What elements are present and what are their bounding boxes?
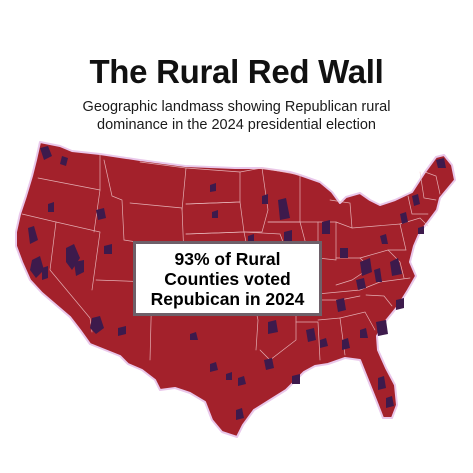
democratic-county xyxy=(322,220,330,234)
democratic-counties xyxy=(28,146,446,420)
democratic-county xyxy=(378,376,386,390)
democratic-county xyxy=(210,362,218,372)
democratic-county xyxy=(74,260,84,276)
democratic-county xyxy=(320,338,328,348)
democratic-county xyxy=(226,372,232,380)
democratic-county xyxy=(42,266,48,280)
democratic-county xyxy=(342,338,350,350)
democratic-county xyxy=(278,198,290,220)
democratic-county xyxy=(418,226,424,234)
democratic-county xyxy=(210,183,216,192)
democratic-county xyxy=(360,258,372,276)
democratic-county xyxy=(190,332,198,340)
democratic-county xyxy=(236,408,244,420)
democratic-county xyxy=(356,278,366,290)
democratic-county xyxy=(436,158,446,168)
callout-line-1: 93% of Rural xyxy=(174,248,281,269)
democratic-county xyxy=(376,320,388,336)
stat-callout: 93% of Rural Counties voted Repubican in… xyxy=(133,241,322,316)
democratic-county xyxy=(336,298,346,312)
subtitle-line-1: Geographic landmass showing Republican r… xyxy=(82,99,391,115)
democratic-county xyxy=(118,326,126,336)
democratic-county xyxy=(284,230,292,242)
democratic-county xyxy=(340,248,348,258)
democratic-county xyxy=(248,234,254,242)
democratic-county xyxy=(30,256,44,278)
subtitle-line-2: dominance in the 2024 presidential elect… xyxy=(97,117,376,133)
democratic-county xyxy=(374,268,382,282)
democratic-county xyxy=(400,212,408,224)
democratic-county xyxy=(386,396,394,408)
map-subtitle: Geographic landmass showing Republican r… xyxy=(0,98,473,134)
democratic-county xyxy=(212,210,218,218)
democratic-county xyxy=(60,156,68,166)
democratic-county xyxy=(380,234,388,244)
democratic-county xyxy=(48,202,54,212)
map-title: The Rural Red Wall xyxy=(89,53,384,90)
democratic-county xyxy=(390,258,402,276)
democratic-county xyxy=(306,328,316,342)
democratic-county xyxy=(104,244,112,254)
democratic-county xyxy=(90,316,104,334)
democratic-county xyxy=(264,358,274,370)
democratic-county xyxy=(28,226,38,244)
democratic-county xyxy=(292,374,300,384)
callout-line-3: Repubican in 2024 xyxy=(150,288,305,309)
callout-line-2: Counties voted xyxy=(164,268,291,289)
democratic-county xyxy=(360,328,368,338)
democratic-county xyxy=(412,194,420,206)
democratic-county xyxy=(262,194,268,204)
democratic-county xyxy=(66,244,80,270)
democratic-county xyxy=(40,146,52,160)
democratic-county xyxy=(396,298,404,310)
democratic-county xyxy=(268,320,278,334)
democratic-county xyxy=(238,376,246,386)
democratic-county xyxy=(96,208,106,220)
